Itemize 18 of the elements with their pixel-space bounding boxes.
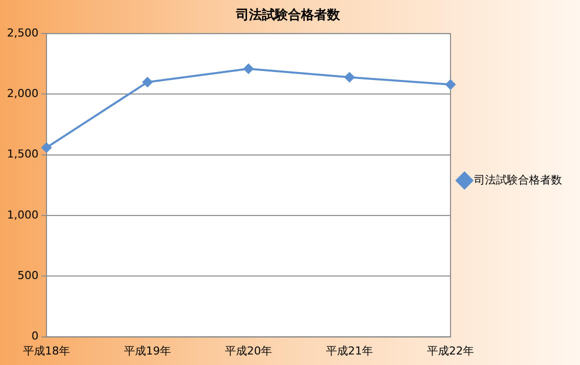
y-tick-label: 2,500	[6, 26, 38, 40]
y-tick-label: 0	[31, 330, 38, 343]
y-tick-label: 1,000	[6, 208, 38, 222]
x-tick-label: 平成21年	[326, 344, 373, 358]
point	[41, 142, 52, 153]
x-tick-label: 平成19年	[124, 344, 171, 358]
chart-title: 司法試験合格者数	[235, 7, 341, 24]
point	[243, 64, 254, 74]
y-tick-label: 1,500	[6, 148, 38, 161]
y-tick-label: 2,000	[6, 87, 38, 100]
x-tick-label: 平成22年	[427, 344, 474, 358]
point	[446, 80, 456, 90]
legend-label: 司法試験合格者数	[474, 173, 562, 186]
x-tick-label: 平成18年	[22, 344, 70, 358]
point	[142, 77, 152, 88]
y-tick-label: 500	[17, 269, 38, 282]
point	[344, 72, 354, 82]
x-tick-label: 平成20年	[224, 344, 272, 358]
